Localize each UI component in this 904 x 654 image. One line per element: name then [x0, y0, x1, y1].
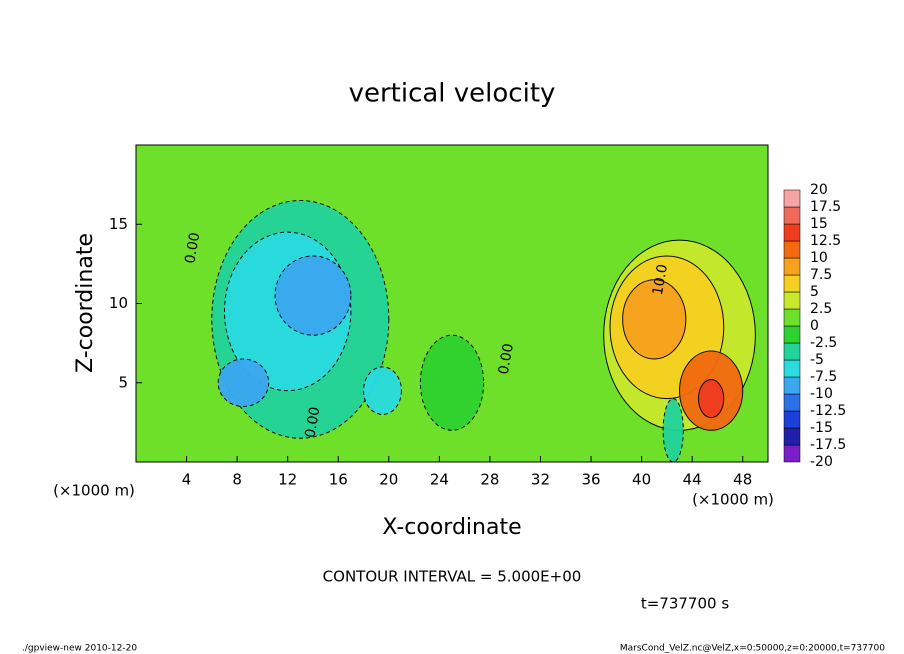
y-tick-label: 10 — [109, 294, 128, 312]
colorbar-label: 0 — [810, 318, 819, 334]
colorbar-box — [783, 240, 801, 259]
contour-label: 0.00 — [496, 342, 517, 375]
x-unit-label: (×1000 m) — [692, 491, 774, 509]
y-axis-label: Z-coordinate — [73, 233, 98, 373]
colorbar-label: -12.5 — [810, 403, 846, 419]
colorbar-label: 7.5 — [810, 267, 832, 283]
colorbar-box — [783, 308, 801, 327]
colorbar-box — [783, 427, 801, 446]
colorbar-box — [783, 342, 801, 361]
colorbar-label: -15 — [810, 420, 833, 436]
x-tick-label: 4 — [182, 471, 192, 489]
x-tick-label: 16 — [329, 471, 348, 489]
colorbar-box — [783, 206, 801, 225]
contour-label: 0.00 — [302, 406, 323, 439]
colorbar-label: -20 — [810, 454, 833, 470]
colorbar-label: -17.5 — [810, 437, 846, 453]
y-tick-label: 5 — [118, 373, 128, 391]
field-cell — [662, 398, 684, 462]
x-tick-label: 12 — [278, 471, 297, 489]
colorbar-box — [783, 444, 801, 463]
x-unit-label: (×1000 m) — [53, 482, 135, 500]
x-tick-label: 36 — [581, 471, 600, 489]
colorbar-label: 20 — [810, 182, 828, 198]
colorbar-box — [783, 376, 801, 395]
field-cell — [274, 255, 352, 336]
colorbar-label: -10 — [810, 386, 833, 402]
field-cell — [363, 366, 402, 415]
colorbar-box — [783, 274, 801, 293]
colorbar-label: -2.5 — [810, 335, 837, 351]
x-tick-label: 40 — [632, 471, 651, 489]
time-label: t=737700 s — [641, 595, 729, 613]
field: 0.00 0.00 0.00 10.0 — [136, 145, 768, 462]
colorbar-box — [783, 410, 801, 429]
field-cell — [622, 279, 687, 360]
y-tick-label: 15 — [109, 215, 128, 233]
x-axis-label: X-coordinate — [382, 515, 521, 540]
contour-interval: CONTOUR INTERVAL = 5.000E+00 — [323, 568, 582, 586]
x-tick-label: 8 — [232, 471, 242, 489]
field-cell — [217, 358, 270, 408]
x-tick-label: 44 — [683, 471, 702, 489]
colorbar-label: 2.5 — [810, 301, 832, 317]
colorbar-label: 12.5 — [810, 233, 841, 249]
field-cell — [419, 334, 485, 431]
footer-left: ./gpview-new 2010-12-20 — [22, 644, 137, 654]
colorbar-label: -5 — [810, 352, 824, 368]
colorbar-box — [783, 393, 801, 412]
field-cell — [697, 379, 725, 419]
footer-right: MarsCond_VelZ.nc@VelZ,x=0:50000,z=0:2000… — [620, 644, 885, 654]
x-tick-label: 48 — [733, 471, 752, 489]
colorbar-label: 5 — [810, 284, 819, 300]
x-tick-label: 28 — [480, 471, 499, 489]
colorbar-label: 15 — [810, 216, 828, 232]
colorbar-box — [783, 257, 801, 276]
colorbar-box — [783, 189, 801, 208]
contour-label: 0.00 — [182, 231, 203, 264]
colorbar-label: 10 — [810, 250, 828, 266]
x-tick-label: 24 — [430, 471, 449, 489]
colorbar-box — [783, 325, 801, 344]
contour-label: 10.0 — [650, 263, 671, 296]
colorbar-box — [783, 291, 801, 310]
colorbar-label: -7.5 — [810, 369, 837, 385]
x-tick-label: 20 — [379, 471, 398, 489]
x-tick-label: 32 — [531, 471, 550, 489]
colorbar-box — [783, 223, 801, 242]
colorbar-box — [783, 359, 801, 378]
colorbar-label: 17.5 — [810, 199, 841, 215]
chart-title: vertical velocity — [349, 79, 556, 109]
